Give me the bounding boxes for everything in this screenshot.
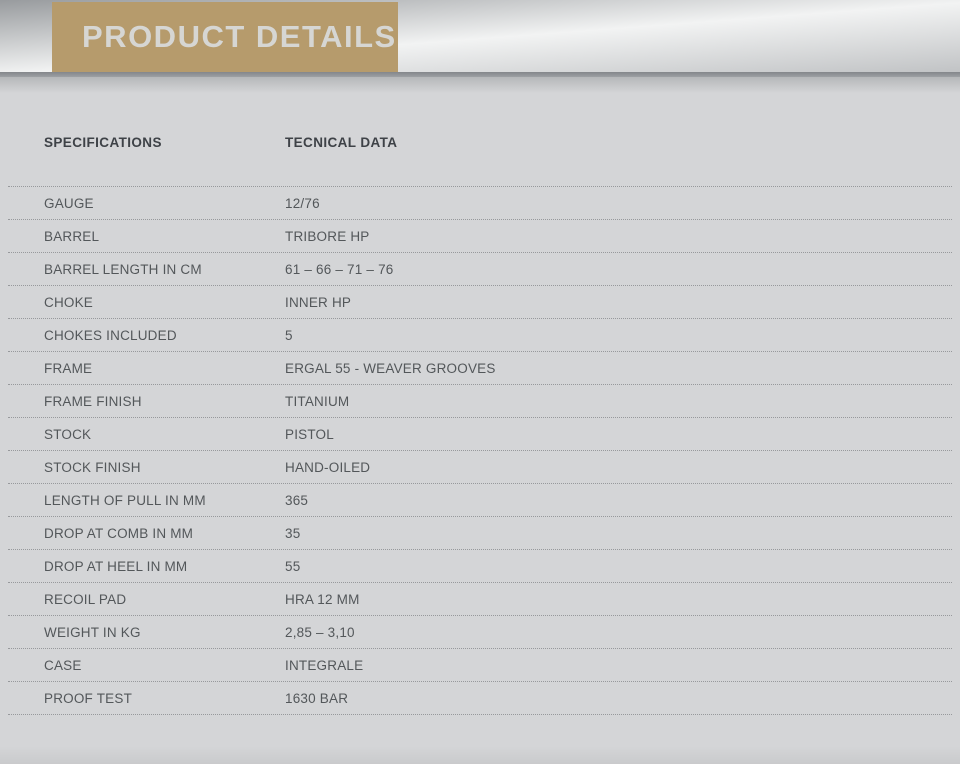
- table-row: STOCK PISTOL: [8, 418, 952, 451]
- bottom-band: [0, 746, 960, 764]
- column-header-specifications: SPECIFICATIONS: [44, 135, 162, 150]
- specifications-table: GAUGE 12/76 BARREL TRIBORE HP BARREL LEN…: [8, 186, 952, 715]
- spec-label: BARREL: [44, 228, 100, 244]
- spec-value: HAND-OILED: [285, 459, 371, 475]
- table-row: FRAME ERGAL 55 - WEAVER GROOVES: [8, 352, 952, 385]
- table-row: DROP AT HEEL IN MM 55: [8, 550, 952, 583]
- product-details-banner: PRODUCT DETAILS: [52, 2, 398, 72]
- spec-label: RECOIL PAD: [44, 591, 127, 607]
- page-title: PRODUCT DETAILS: [82, 19, 397, 54]
- spec-label: DROP AT COMB IN MM: [44, 525, 194, 541]
- spec-label: WEIGHT IN KG: [44, 624, 141, 640]
- spec-value: 1630 BAR: [285, 690, 349, 706]
- header-divider: [0, 72, 960, 77]
- spec-value: 35: [285, 525, 301, 541]
- table-row: WEIGHT IN KG 2,85 – 3,10: [8, 616, 952, 649]
- spec-value: HRA 12 MM: [285, 591, 360, 607]
- spec-label: BARREL LENGTH IN CM: [44, 261, 202, 277]
- header-fade: [0, 77, 960, 93]
- table-row: STOCK FINISH HAND-OILED: [8, 451, 952, 484]
- spec-value: PISTOL: [285, 426, 334, 442]
- spec-value: 12/76: [285, 195, 320, 211]
- table-row: CHOKES INCLUDED 5: [8, 319, 952, 352]
- spec-label: DROP AT HEEL IN MM: [44, 558, 188, 574]
- spec-label: STOCK: [44, 426, 92, 442]
- spec-label: PROOF TEST: [44, 690, 133, 706]
- table-row: FRAME FINISH TITANIUM: [8, 385, 952, 418]
- table-row: GAUGE 12/76: [8, 187, 952, 220]
- table-row: DROP AT COMB IN MM 35: [8, 517, 952, 550]
- spec-label: FRAME: [44, 360, 93, 376]
- table-row: RECOIL PAD HRA 12 MM: [8, 583, 952, 616]
- spec-label: GAUGE: [44, 195, 94, 211]
- header-strip: PRODUCT DETAILS: [0, 0, 960, 72]
- specifications-section: SPECIFICATIONS TECNICAL DATA GAUGE 12/76…: [0, 135, 960, 715]
- spec-value: TITANIUM: [285, 393, 350, 409]
- table-row: PROOF TEST 1630 BAR: [8, 682, 952, 715]
- column-header-tecnical-data: TECNICAL DATA: [285, 135, 398, 150]
- table-row: BARREL LENGTH IN CM 61 – 66 – 71 – 76: [8, 253, 952, 286]
- spec-label: CHOKE: [44, 294, 94, 310]
- spec-value: 5: [285, 327, 293, 343]
- table-column-headers: SPECIFICATIONS TECNICAL DATA: [8, 135, 952, 150]
- table-row: BARREL TRIBORE HP: [8, 220, 952, 253]
- spec-label: FRAME FINISH: [44, 393, 142, 409]
- spec-value: INTEGRALE: [285, 657, 364, 673]
- spec-value: 61 – 66 – 71 – 76: [285, 261, 394, 277]
- spec-value: ERGAL 55 - WEAVER GROOVES: [285, 360, 496, 376]
- spec-value: 2,85 – 3,10: [285, 624, 355, 640]
- spec-value: 55: [285, 558, 301, 574]
- spec-value: 365: [285, 492, 309, 508]
- spec-label: LENGTH OF PULL IN MM: [44, 492, 206, 508]
- table-row: CASE INTEGRALE: [8, 649, 952, 682]
- table-row: CHOKE INNER HP: [8, 286, 952, 319]
- table-row: LENGTH OF PULL IN MM 365: [8, 484, 952, 517]
- spec-label: CASE: [44, 657, 82, 673]
- spec-value: TRIBORE HP: [285, 228, 370, 244]
- spec-label: STOCK FINISH: [44, 459, 141, 475]
- spec-value: INNER HP: [285, 294, 352, 310]
- spec-label: CHOKES INCLUDED: [44, 327, 177, 343]
